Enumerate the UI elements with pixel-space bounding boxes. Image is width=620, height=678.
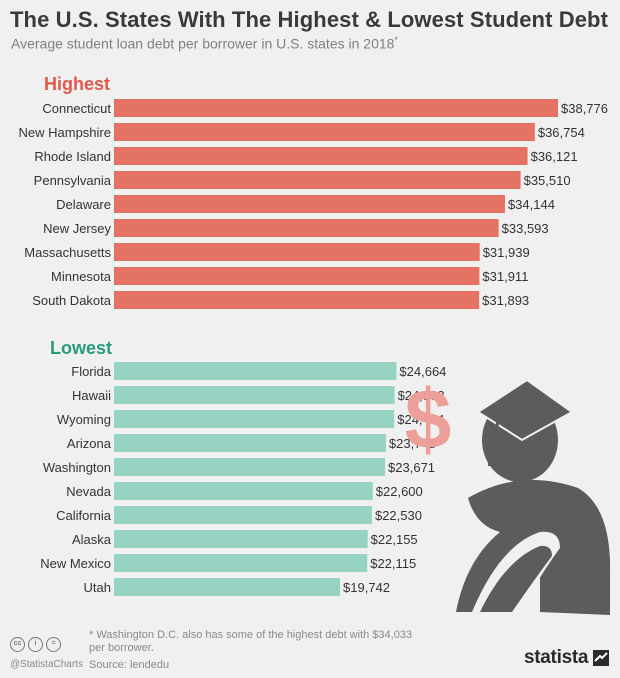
tassel-end-shape [488, 460, 496, 466]
no-derivatives-icon: = [46, 637, 61, 652]
category-label: Delaware [56, 197, 111, 212]
bar [114, 482, 373, 500]
category-label: Rhode Island [34, 149, 111, 164]
category-label: Wyoming [57, 412, 111, 427]
value-label: $36,754 [538, 125, 585, 140]
chart-subtitle: Average student loan debt per borrower i… [11, 35, 398, 52]
value-label: $22,600 [376, 484, 423, 499]
category-label: Utah [84, 580, 111, 595]
category-label: Arizona [67, 436, 112, 451]
bar [114, 219, 499, 237]
license-icons: cc i = [10, 637, 61, 652]
category-label: New Mexico [40, 556, 111, 571]
value-label: $19,742 [343, 580, 390, 595]
category-label: Alaska [72, 532, 112, 547]
bar [114, 243, 480, 261]
category-label: Connecticut [42, 101, 111, 116]
category-label: Hawaii [72, 388, 111, 403]
value-label: $23,671 [388, 460, 435, 475]
category-label: New Jersey [43, 221, 111, 236]
value-label: $34,144 [508, 197, 555, 212]
category-label: Nevada [66, 484, 112, 499]
value-label: $24,474 [397, 412, 444, 427]
tassel-shape [490, 419, 500, 463]
cap-board-shape [476, 378, 574, 442]
source-note: Source: lendedu [89, 659, 170, 671]
bar [114, 434, 386, 452]
value-label: $23,748 [389, 436, 436, 451]
subtitle-text: Average student loan debt per borrower i… [11, 35, 395, 52]
bar [114, 171, 521, 189]
chart-title: The U.S. States With The Highest & Lowes… [10, 7, 609, 32]
value-label: $22,155 [371, 532, 418, 547]
category-label: Washington [43, 460, 111, 475]
bar [114, 195, 505, 213]
bar [114, 147, 528, 165]
value-label: $38,776 [561, 101, 608, 116]
statista-logo-icon [593, 650, 609, 666]
category-label: Florida [71, 364, 112, 379]
bar [114, 386, 395, 404]
value-label: $31,911 [482, 269, 528, 284]
value-label: $24,503 [398, 388, 445, 403]
value-label: $35,510 [524, 173, 571, 188]
value-label: $36,121 [531, 149, 578, 164]
value-label: $33,593 [502, 221, 549, 236]
bar [114, 578, 341, 596]
category-label: Pennsylvania [34, 173, 112, 188]
value-label: $24,664 [399, 364, 446, 379]
value-label: $22,115 [370, 556, 416, 571]
bar [114, 291, 480, 309]
twitter-handle: @StatistaCharts [10, 659, 83, 670]
graduate-icon [456, 378, 611, 615]
bar [114, 458, 386, 476]
category-label: South Dakota [32, 293, 112, 308]
bar [114, 123, 535, 141]
arm-shape [480, 545, 552, 612]
value-label: $22,530 [375, 508, 422, 523]
bar [114, 506, 372, 524]
bar-chart: Highest Connecticut $38,776 New Hampshire $3… [19, 74, 611, 615]
bar [114, 554, 368, 572]
category-label: California [56, 508, 112, 523]
highest-group-label: Highest [44, 74, 110, 94]
footnote: * Washington D.C. also has some of the h… [89, 629, 413, 654]
value-label: $31,939 [483, 245, 530, 260]
brand-logo: statista [524, 647, 589, 668]
dollar-sign-icon: $ [405, 372, 452, 466]
value-label: $31,893 [482, 293, 529, 308]
subtitle-footnote-mark: * [394, 35, 398, 45]
lowest-group-label: Lowest [50, 338, 112, 358]
attribution-icon: i [28, 637, 43, 652]
bar [114, 410, 395, 428]
bar [114, 267, 480, 285]
category-label: Minnesota [51, 269, 112, 284]
category-label: New Hampshire [19, 125, 111, 140]
bar [114, 362, 397, 380]
category-label: Massachusetts [24, 245, 111, 260]
bar [114, 99, 558, 117]
bar [114, 530, 368, 548]
creative-commons-icon: cc [10, 637, 25, 652]
